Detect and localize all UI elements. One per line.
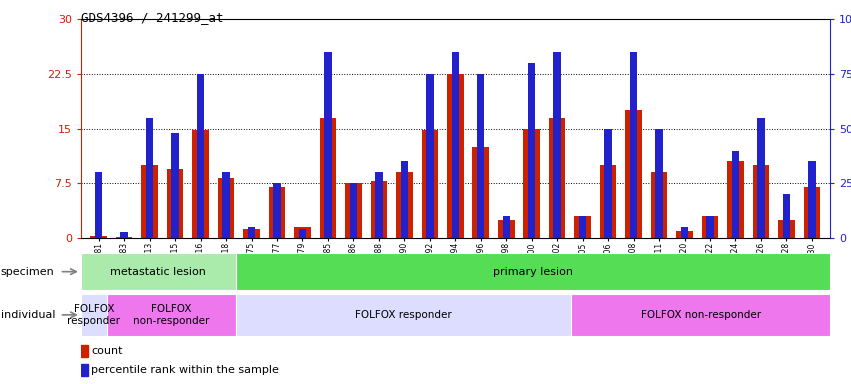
Bar — [630, 52, 637, 238]
Bar — [236, 253, 830, 290]
Bar — [706, 216, 714, 238]
Bar — [625, 111, 642, 238]
Bar — [728, 162, 744, 238]
Bar — [681, 227, 688, 238]
Bar — [528, 63, 535, 238]
Bar — [783, 194, 790, 238]
Bar — [677, 231, 693, 238]
Text: count: count — [91, 346, 123, 356]
Bar — [447, 74, 464, 238]
Text: FOLFOX non-responder: FOLFOX non-responder — [641, 310, 761, 320]
Bar — [324, 52, 332, 238]
Bar — [192, 130, 208, 238]
Bar — [375, 172, 383, 238]
Bar — [803, 187, 820, 238]
Bar — [146, 118, 153, 238]
Text: individual: individual — [1, 310, 55, 320]
Bar — [320, 118, 336, 238]
Bar — [346, 184, 362, 238]
Bar — [655, 129, 663, 238]
Bar — [702, 216, 718, 238]
Bar — [502, 216, 510, 238]
Bar — [81, 345, 88, 357]
Bar — [218, 178, 234, 238]
Bar — [651, 172, 667, 238]
Text: metastatic lesion: metastatic lesion — [111, 266, 206, 277]
Bar — [579, 216, 586, 238]
Bar — [106, 294, 236, 336]
Text: FOLFOX
non-responder: FOLFOX non-responder — [133, 304, 209, 326]
Bar — [523, 129, 540, 238]
Bar — [421, 130, 438, 238]
Bar — [778, 220, 795, 238]
Bar — [472, 147, 489, 238]
Bar — [116, 237, 133, 238]
Text: GDS4396 / 241299_at: GDS4396 / 241299_at — [81, 12, 223, 25]
Bar — [600, 165, 616, 238]
Text: percentile rank within the sample: percentile rank within the sample — [91, 365, 279, 375]
Bar — [81, 364, 88, 376]
Bar — [141, 165, 158, 238]
Bar — [167, 169, 183, 238]
Bar — [808, 162, 815, 238]
Bar — [574, 216, 591, 238]
Bar — [426, 74, 433, 238]
Bar — [269, 187, 285, 238]
Bar — [732, 151, 740, 238]
Bar — [248, 227, 255, 238]
Text: FOLFOX responder: FOLFOX responder — [355, 310, 452, 320]
Bar — [273, 184, 281, 238]
Bar — [171, 133, 179, 238]
Bar — [121, 232, 128, 238]
Bar — [294, 227, 311, 238]
Bar — [236, 294, 572, 336]
Bar — [370, 181, 387, 238]
Bar — [752, 165, 769, 238]
Bar — [350, 184, 357, 238]
Bar — [90, 236, 107, 238]
Bar — [95, 172, 102, 238]
Bar — [81, 294, 106, 336]
Bar — [299, 229, 306, 238]
Bar — [243, 229, 260, 238]
Bar — [452, 52, 459, 238]
Bar — [222, 172, 230, 238]
Bar — [396, 172, 413, 238]
Bar — [572, 294, 830, 336]
Bar — [498, 220, 515, 238]
Bar — [401, 162, 408, 238]
Bar — [549, 118, 565, 238]
Bar — [757, 118, 765, 238]
Bar — [197, 74, 204, 238]
Bar — [553, 52, 561, 238]
Bar — [477, 74, 484, 238]
Text: primary lesion: primary lesion — [493, 266, 573, 277]
Text: specimen: specimen — [1, 266, 54, 277]
Bar — [604, 129, 612, 238]
Text: FOLFOX
responder: FOLFOX responder — [67, 304, 120, 326]
Bar — [81, 253, 236, 290]
